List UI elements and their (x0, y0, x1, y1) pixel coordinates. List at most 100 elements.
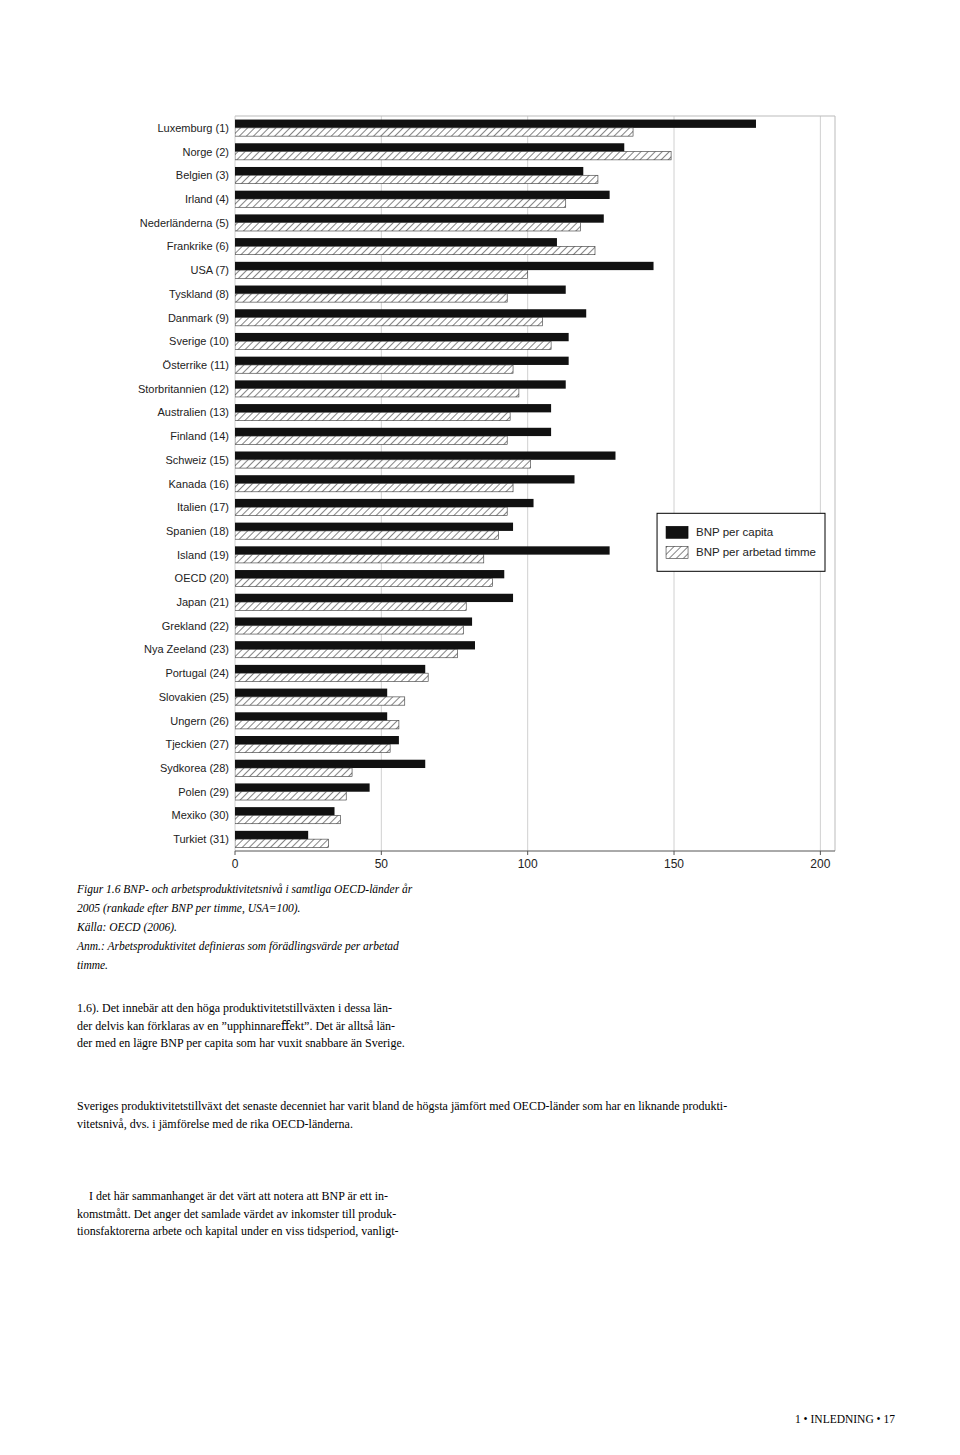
bar (235, 523, 513, 531)
bar (235, 484, 513, 492)
bar (235, 357, 569, 365)
bar (235, 697, 405, 705)
bar (235, 199, 566, 207)
bar (235, 831, 308, 839)
y-tick-label: OECD (20) (175, 572, 229, 584)
y-tick-label: Kanada (16) (168, 478, 229, 490)
frame-right (835, 116, 836, 851)
x-axis: 050100150200 (232, 851, 835, 871)
y-tick-label: Australien (13) (157, 406, 229, 418)
frame-top (235, 116, 835, 117)
y-tick-label: Tyskland (8) (169, 288, 229, 300)
bar (235, 768, 352, 776)
x-tick (820, 851, 821, 855)
paragraph-line: 1.6). Det innebär att den höga produktiv… (77, 1001, 392, 1015)
x-tick-label: 200 (810, 857, 830, 871)
bar (235, 712, 387, 720)
bar (235, 167, 583, 175)
bar (235, 617, 472, 625)
bar (235, 807, 335, 815)
y-tick-label: Sverige (10) (169, 335, 229, 347)
bar (235, 246, 595, 254)
bar (235, 783, 370, 791)
y-tick-label: Island (19) (177, 549, 229, 561)
body-text: 1.6). Det innebär att den höga produktiv… (77, 1001, 727, 1238)
footer: 1 • INLEDNING • 17 (795, 1413, 895, 1425)
bar (235, 721, 399, 729)
legend: BNP per capitaBNP per arbetad timme (657, 513, 825, 571)
bar (235, 546, 610, 554)
x-tick-label: 50 (375, 857, 389, 871)
bar (235, 436, 507, 444)
y-tick-label: Japan (21) (176, 596, 229, 608)
x-tick (674, 851, 675, 855)
bar (235, 594, 513, 602)
bar (235, 175, 598, 183)
y-tick-label: Österrike (11) (163, 359, 229, 371)
bar (235, 460, 531, 468)
y-tick-label: Portugal (24) (165, 667, 229, 679)
y-tick-label: Spanien (18) (166, 525, 229, 537)
bar (235, 815, 340, 823)
legend-label: BNP per capita (696, 526, 774, 538)
grid-line (674, 116, 675, 851)
bars (235, 120, 756, 848)
bar (235, 294, 507, 302)
caption-line: Figur 1.6 BNP- och arbetsproduktivitetsn… (76, 883, 413, 896)
paragraph-line: komstmått. Det anger det samlade värdet … (77, 1207, 396, 1221)
caption-line: timme. (77, 959, 108, 971)
bar (235, 641, 475, 649)
grid (235, 116, 820, 851)
bar (235, 839, 329, 847)
bar (235, 570, 504, 578)
y-tick-label: Slovakien (25) (159, 691, 229, 703)
y-tick-label: Turkiet (31) (173, 833, 229, 845)
bar (235, 341, 551, 349)
bar (235, 262, 654, 270)
bar (235, 152, 671, 160)
y-tick-label: Luxemburg (1) (157, 122, 229, 134)
bar (235, 736, 399, 744)
paragraph-line: I det här sammanhanget är det värt att n… (77, 1189, 388, 1203)
bar (235, 649, 457, 657)
bar (235, 792, 346, 800)
x-axis-line (235, 851, 835, 852)
y-axis: Luxemburg (1)Norge (2)Belgien (3)Irland … (138, 122, 229, 845)
paragraph: I det här sammanhanget är det värt att n… (77, 1189, 399, 1238)
y-tick-label: Nya Zeeland (23) (144, 643, 229, 655)
x-tick-label: 100 (518, 857, 538, 871)
bar (235, 333, 569, 341)
x-tick (381, 851, 382, 855)
bar (235, 428, 551, 436)
bar (235, 475, 575, 483)
bar (235, 744, 390, 752)
y-tick-label: Storbritannien (12) (138, 383, 229, 395)
bar (235, 507, 507, 515)
bar (235, 451, 615, 459)
bar (235, 365, 513, 373)
bar (235, 191, 610, 199)
paragraph-line: der med en lägre BNP per capita som har … (77, 1036, 405, 1050)
caption: Figur 1.6 BNP- och arbetsproduktivitetsn… (76, 883, 413, 971)
caption-line: Källa: OECD (2006). (76, 921, 177, 934)
bar (235, 318, 542, 326)
legend-swatch (666, 546, 688, 558)
bar (235, 412, 510, 420)
paragraph: Sveriges produktivitetstillväxt det sena… (77, 1099, 727, 1131)
grid-line (820, 116, 821, 851)
paragraph-line: Sveriges produktivitetstillväxt det sena… (77, 1099, 727, 1113)
y-tick-label: Finland (14) (170, 430, 229, 442)
y-tick-label: Mexiko (30) (172, 809, 229, 821)
bar (235, 389, 519, 397)
bar (235, 214, 604, 222)
x-tick-label: 150 (664, 857, 684, 871)
bar (235, 270, 528, 278)
bar (235, 760, 425, 768)
bar (235, 499, 534, 507)
y-tick-label: Ungern (26) (170, 715, 229, 727)
y-tick-label: Schweiz (15) (165, 454, 229, 466)
bar (235, 531, 498, 539)
bar (235, 578, 493, 586)
bar (235, 286, 566, 294)
x-tick (235, 851, 236, 855)
